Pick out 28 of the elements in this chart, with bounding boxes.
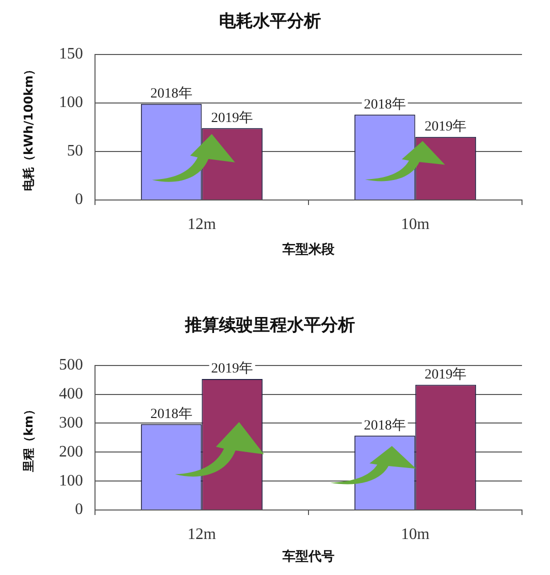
- series-label: 2018年: [364, 96, 406, 112]
- y-tick-label: 400: [59, 386, 83, 403]
- y-axis-title: 电耗（kWh/100km）: [21, 63, 36, 192]
- series-label: 2019年: [211, 110, 254, 126]
- y-tick-label: 0: [75, 191, 83, 208]
- x-tick-label: 10m: [401, 216, 430, 233]
- series-label: 2018年: [150, 406, 192, 422]
- y-tick-label: 300: [59, 414, 83, 432]
- x-axis-title: 车型米段: [282, 242, 336, 258]
- x-tick-label: 10m: [401, 526, 430, 543]
- x-tick-label: 12m: [188, 526, 217, 543]
- x-tick-label: 12m: [188, 216, 217, 233]
- y-tick-label: 50: [67, 142, 83, 160]
- y-tick-label: 0: [75, 501, 83, 518]
- y-tick-label: 500: [59, 356, 83, 374]
- y-axis-title: 里程（km）: [21, 403, 36, 473]
- y-tick-label: 100: [59, 472, 83, 490]
- text: 2019年: [211, 362, 254, 377]
- text: 2019年: [424, 120, 467, 135]
- y-tick-label: 150: [59, 46, 83, 63]
- chart-title: 电耗水平分析: [219, 12, 321, 32]
- x-axis-title: 车型代号: [282, 548, 334, 565]
- y-tick-label: 200: [59, 443, 83, 460]
- text: 2018年: [364, 418, 406, 434]
- series-label: 2019年: [424, 366, 467, 382]
- text: 2018年: [150, 86, 192, 102]
- chart-title: 推算续驶里程水平分析: [184, 316, 355, 336]
- y-tick-label: 100: [59, 94, 83, 112]
